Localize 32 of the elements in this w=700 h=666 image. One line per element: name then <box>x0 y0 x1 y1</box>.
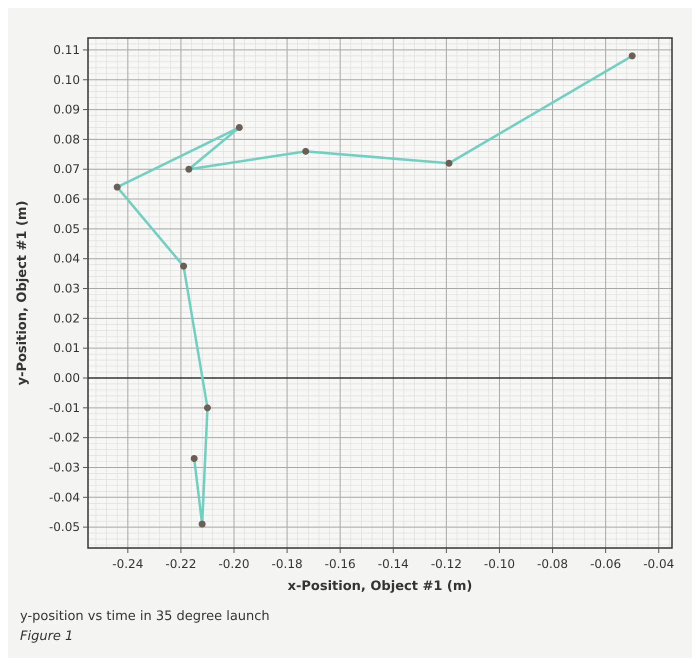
x-tick-label: -0.18 <box>272 557 303 571</box>
x-tick-label: -0.20 <box>218 557 250 571</box>
y-tick-label: -0.01 <box>48 400 80 415</box>
x-tick-label: -0.04 <box>643 557 674 571</box>
y-tick-label: 0.11 <box>53 42 80 57</box>
y-tick-label: -0.02 <box>48 430 80 445</box>
caption: Figure 1 <box>20 629 74 644</box>
y-tick-label: 0.06 <box>53 192 80 206</box>
x-tick-label: -0.16 <box>324 557 356 571</box>
y-tick-label: 0.00 <box>53 371 80 385</box>
y-tick-label: 0.04 <box>53 252 80 266</box>
y-tick-label: 0.07 <box>53 162 80 176</box>
x-tick-label: -0.10 <box>484 557 515 571</box>
x-tick-label: -0.24 <box>112 557 144 571</box>
y-tick-label: 0.09 <box>53 102 80 117</box>
x-tick-label: -0.14 <box>378 557 409 571</box>
y-tick-label: 0.02 <box>53 311 80 326</box>
y-tick-label: 0.05 <box>53 222 80 236</box>
y-tick-label: -0.03 <box>48 460 80 474</box>
y-tick-label: 0.10 <box>53 72 80 87</box>
y-tick-label: 0.01 <box>53 341 80 356</box>
x-tick-label: -0.12 <box>430 557 462 571</box>
x-tick-label: -0.06 <box>590 557 622 571</box>
x-tick-label: -0.22 <box>165 557 196 571</box>
text: y-position vs time in 35 degree launch <box>20 609 270 624</box>
y-tick-label: 0.08 <box>53 132 80 146</box>
x-axis-title: x-Position, Object #1 (m) <box>288 579 472 594</box>
y-tick-label: -0.04 <box>48 490 80 504</box>
y-tick-label: -0.05 <box>48 520 80 534</box>
x-tick-label: -0.08 <box>537 557 568 571</box>
y-tick-label: 0.03 <box>53 282 80 296</box>
y-axis-title: y-Position, Object #1 (m) <box>15 200 30 386</box>
